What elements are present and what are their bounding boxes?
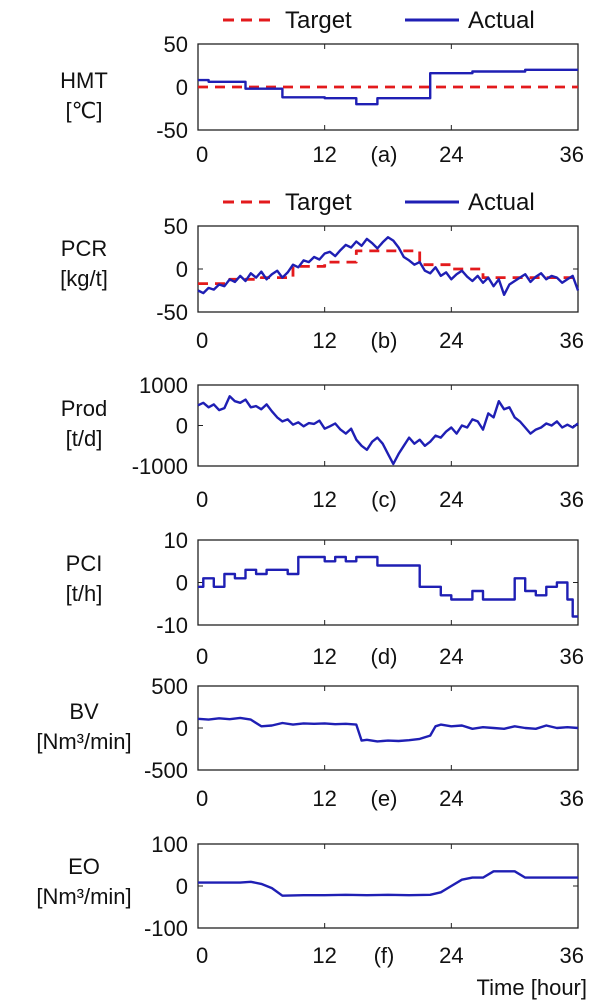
panel-c-series-actual-line xyxy=(197,395,579,466)
panel-c-x-tick-label: 36 xyxy=(560,487,584,512)
panel-a-x-tick-label: 36 xyxy=(560,142,584,167)
panel-f-y-tick-label: 0 xyxy=(176,874,188,899)
panel-a-panel-label: (a) xyxy=(371,142,398,167)
panel-b-x-tick-label: 0 xyxy=(196,328,208,353)
panel-e-series-actual-line xyxy=(197,716,579,743)
panel-e-x-tick-label: 12 xyxy=(312,786,336,811)
x-axis-label: Time [hour] xyxy=(477,975,587,1000)
panel-b-axes-box xyxy=(197,225,579,313)
panel-d-axes-box xyxy=(197,539,579,626)
panel-a-y-tick-label: -50 xyxy=(156,118,188,143)
panel-d-x-tick-label: 0 xyxy=(196,644,208,669)
panel-a-x-tick-label: 24 xyxy=(439,142,463,167)
panel-c-y-axis-label: [t/d] xyxy=(66,426,103,451)
panel-d-y-axis-label: [t/h] xyxy=(66,581,103,606)
panel-a-y-tick-label: 50 xyxy=(164,32,188,57)
panel-f-y-tick-label: 100 xyxy=(151,832,188,857)
panel-e-y-axis-label: BV xyxy=(69,699,99,724)
panel-c-y-axis-label: Prod xyxy=(61,396,107,421)
panel-d-x-tick-label: 24 xyxy=(439,644,463,669)
panel-f-panel-label: (f) xyxy=(374,943,395,968)
panel-f-x-tick-label: 36 xyxy=(560,943,584,968)
panel-b-legend-actual-label: Actual xyxy=(468,189,535,216)
panel-c-y-tick-label: 0 xyxy=(176,414,188,439)
panel-b-x-tick-label: 24 xyxy=(439,328,463,353)
panel-b-y-tick-label: 0 xyxy=(176,257,188,282)
panel-c-panel-label: (c) xyxy=(371,487,397,512)
panel-b-y-tick-label: -50 xyxy=(156,300,188,325)
panel-e-x-tick-label: 0 xyxy=(196,786,208,811)
panel-c-y-tick-label: 1000 xyxy=(139,373,188,398)
panel-a-y-axis-label: [℃] xyxy=(66,98,103,123)
panel-a-series-actual-line xyxy=(198,68,578,106)
panel-e-x-tick-label: 24 xyxy=(439,786,463,811)
panel-e-y-tick-label: 500 xyxy=(151,674,188,699)
panel-b-legend-target-label: Target xyxy=(285,189,352,216)
panel-d-y-tick-label: -10 xyxy=(156,613,188,638)
panel-e-y-tick-label: 0 xyxy=(176,716,188,741)
panel-b-x-tick-label: 12 xyxy=(312,328,336,353)
panel-f-y-axis-label: [Nm³/min] xyxy=(36,884,131,909)
panel-b-y-tick-label: 50 xyxy=(164,214,188,239)
panel-f-y-axis-label: EO xyxy=(68,854,100,879)
panel-a-legend-actual-label: Actual xyxy=(468,7,535,34)
panel-d-x-tick-label: 12 xyxy=(312,644,336,669)
panel-c-x-tick-label: 12 xyxy=(312,487,336,512)
panel-b-series-target-line xyxy=(198,249,578,286)
panel-b-y-axis-label: PCR xyxy=(61,236,107,261)
panel-a-x-tick-label: 12 xyxy=(312,142,336,167)
panel-d-panel-label: (d) xyxy=(371,644,398,669)
panel-c-x-tick-label: 24 xyxy=(439,487,463,512)
panel-e-y-tick-label: -500 xyxy=(144,758,188,783)
panel-f-series-actual-line xyxy=(198,870,578,897)
panel-c-x-tick-label: 0 xyxy=(196,487,208,512)
panel-a-y-axis-label: HMT xyxy=(60,68,108,93)
panel-d-y-tick-label: 0 xyxy=(176,571,188,596)
panel-a-y-tick-label: 0 xyxy=(176,75,188,100)
panel-d-y-axis-label: PCI xyxy=(66,551,103,576)
panel-b-x-tick-label: 36 xyxy=(560,328,584,353)
panel-f-x-tick-label: 0 xyxy=(196,943,208,968)
panel-d-series-actual-line xyxy=(198,555,578,618)
panel-e-y-axis-label: [Nm³/min] xyxy=(36,729,131,754)
panel-b-series-actual-line xyxy=(197,235,580,296)
panel-f-x-tick-label: 24 xyxy=(439,943,463,968)
panel-f-y-tick-label: -100 xyxy=(144,916,188,941)
panel-a-x-tick-label: 0 xyxy=(196,142,208,167)
panel-e-panel-label: (e) xyxy=(371,786,398,811)
panel-f-x-tick-label: 12 xyxy=(312,943,336,968)
panel-d-x-tick-label: 36 xyxy=(560,644,584,669)
panel-c-y-tick-label: -1000 xyxy=(132,454,188,479)
panel-e-x-tick-label: 36 xyxy=(560,786,584,811)
panel-b-y-axis-label: [kg/t] xyxy=(60,266,108,291)
panel-f-axes-box xyxy=(197,843,579,929)
panel-d-y-tick-label: 10 xyxy=(164,528,188,553)
panel-a-legend-target-label: Target xyxy=(285,7,352,34)
panel-b-panel-label: (b) xyxy=(371,328,398,353)
